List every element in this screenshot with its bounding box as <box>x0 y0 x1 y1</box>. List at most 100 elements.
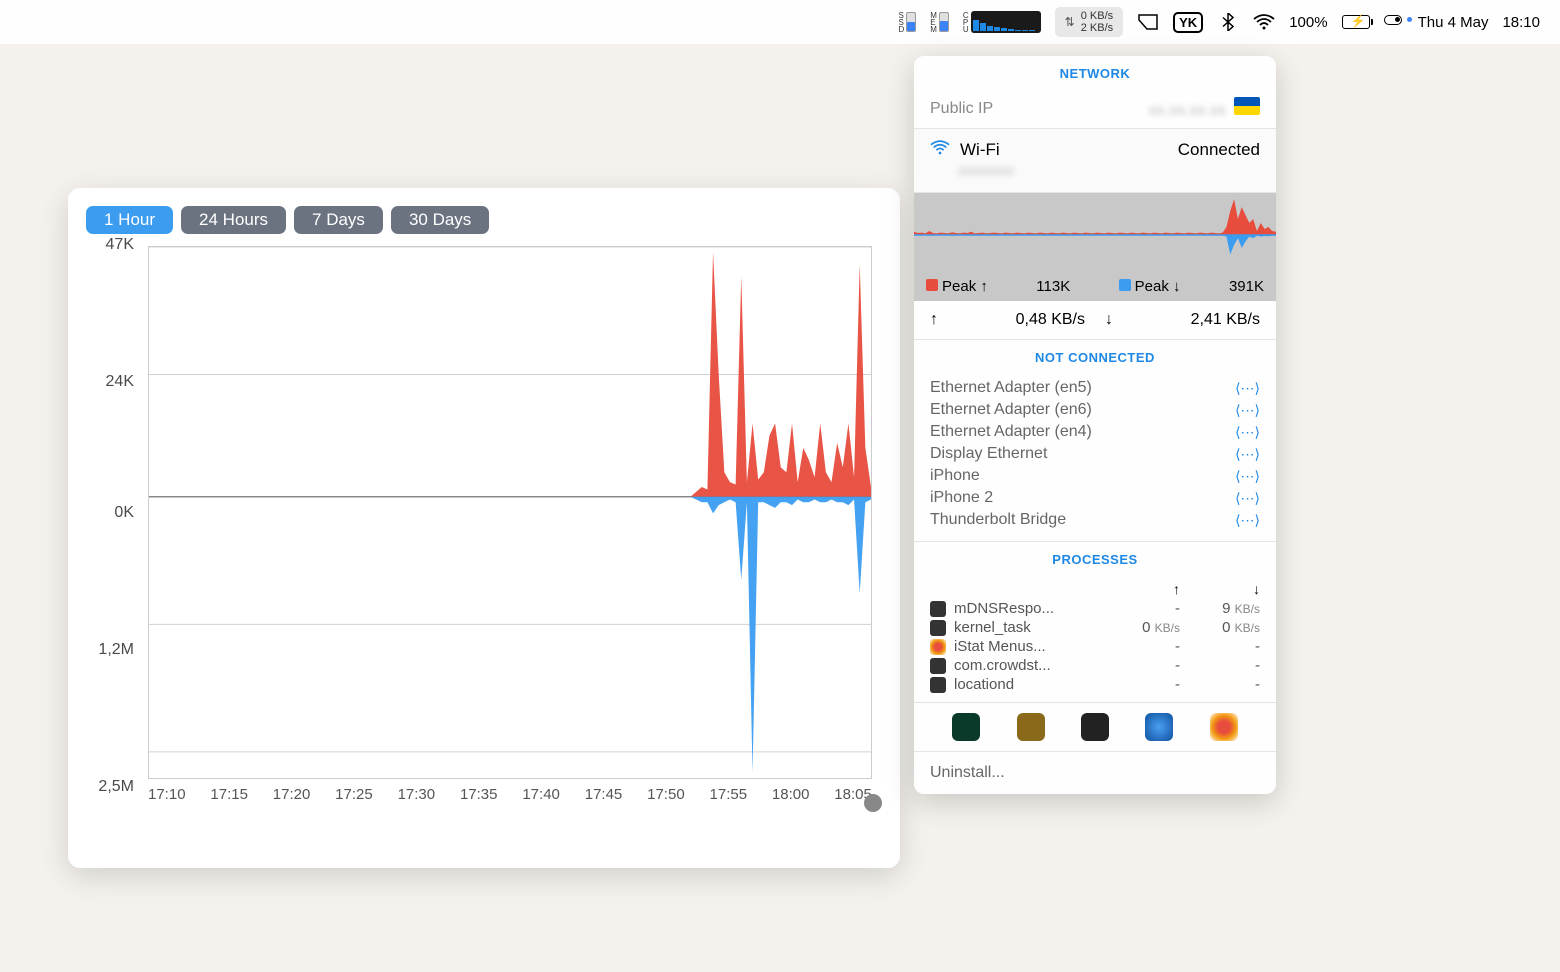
app-shortcut-icon[interactable] <box>952 713 980 741</box>
adapter-row[interactable]: Ethernet Adapter (en6)⟨⋯⟩ <box>930 399 1260 421</box>
y-tick-label: 1,2M <box>98 641 134 659</box>
x-tick-label: 17:15 <box>210 786 248 816</box>
up-col-icon: ↑ <box>1100 581 1180 597</box>
app-shortcut-icon[interactable] <box>1210 713 1238 741</box>
public-ip-row: Public IP xx.xx.xx.xx <box>914 89 1276 128</box>
x-tick-label: 17:55 <box>710 786 748 816</box>
app-shortcut-icon[interactable] <box>1017 713 1045 741</box>
public-ip-label: Public IP <box>930 100 993 118</box>
menubar-date[interactable]: Thu 4 May <box>1418 14 1489 31</box>
y-tick-label: 2,5M <box>98 778 134 796</box>
time-tab-7-days[interactable]: 7 Days <box>294 206 383 234</box>
wifi-name: Wi-Fi <box>960 140 1000 160</box>
network-panel: NETWORK Public IP xx.xx.xx.xx Wi-Fi Conn… <box>914 56 1276 794</box>
process-list: mDNSRespo... - 9 KB/s kernel_task 0 KB/s… <box>914 599 1276 702</box>
adapter-link-icon: ⟨⋯⟩ <box>1235 468 1260 485</box>
ssd-stat[interactable]: SSD <box>898 12 916 33</box>
x-tick-label: 17:45 <box>585 786 623 816</box>
net-up-speed: 0 KB/s <box>1081 10 1113 22</box>
x-tick-label: 17:20 <box>273 786 311 816</box>
y-tick-label: 0K <box>114 504 134 522</box>
yk-indicator[interactable]: YK <box>1173 12 1203 33</box>
adapter-row[interactable]: Thunderbolt Bridge⟨⋯⟩ <box>930 509 1260 531</box>
time-tab-30-days[interactable]: 30 Days <box>391 206 489 234</box>
x-tick-label: 17:50 <box>647 786 685 816</box>
wifi-signal-icon <box>930 139 950 160</box>
process-row[interactable]: iStat Menus... - - <box>930 637 1260 656</box>
adapter-row[interactable]: Ethernet Adapter (en4)⟨⋯⟩ <box>930 421 1260 443</box>
process-icon <box>930 620 946 636</box>
peak-down: Peak ↓ <box>1119 278 1181 295</box>
mem-stat[interactable]: MEM <box>930 12 949 33</box>
chart-area: 47K24K0K1,2M2,5M 17:1017:1517:2017:2517:… <box>86 246 882 816</box>
wifi-status: Connected <box>1178 140 1260 160</box>
flag-icon <box>1234 97 1260 115</box>
process-row[interactable]: kernel_task 0 KB/s 0 KB/s <box>930 618 1260 637</box>
process-row[interactable]: mDNSRespo... - 9 KB/s <box>930 599 1260 618</box>
net-arrows-icon: ⇅ <box>1065 15 1075 29</box>
process-icon <box>930 658 946 674</box>
clock-icon <box>864 794 882 812</box>
x-tick-label: 17:10 <box>148 786 186 816</box>
down-col-icon: ↓ <box>1180 581 1260 597</box>
peak-up-value: 113K <box>1036 278 1070 295</box>
network-header: NETWORK <box>914 56 1276 89</box>
adapter-link-icon: ⟨⋯⟩ <box>1235 490 1260 507</box>
net-down-speed: 2 KB/s <box>1081 22 1113 34</box>
time-range-tabs: 1 Hour 24 Hours 7 Days 30 Days <box>86 206 882 234</box>
app-shortcut-icon[interactable] <box>1081 713 1109 741</box>
time-tab-24-hours[interactable]: 24 Hours <box>181 206 286 234</box>
current-speed-row: ↑ 0,48 KB/s ↓ 2,41 KB/s <box>914 301 1276 340</box>
not-connected-header: NOT CONNECTED <box>914 340 1276 373</box>
chart-panel: 1 Hour 24 Hours 7 Days 30 Days 47K 24K 0K 1,2M… <box>68 188 900 868</box>
wifi-ssid: xxxxxxxx <box>958 162 1260 178</box>
adapter-list: Ethernet Adapter (en5)⟨⋯⟩Ethernet Adapte… <box>914 373 1276 541</box>
cast-icon[interactable] <box>1137 11 1159 33</box>
process-icon <box>930 639 946 655</box>
control-center-icon[interactable] <box>1384 15 1404 29</box>
process-row[interactable]: com.crowdst... - - <box>930 656 1260 675</box>
y-tick-label: 24K <box>106 373 134 391</box>
menubar-time[interactable]: 18:10 <box>1502 14 1540 31</box>
wifi-icon[interactable] <box>1253 11 1275 33</box>
up-arrow-icon: ↑ <box>930 311 938 329</box>
mini-chart: Peak ↑ 113K Peak ↓ 391K <box>914 193 1276 301</box>
time-tab-1-hour[interactable]: 1 Hour <box>86 206 173 234</box>
process-row[interactable]: locationd - - <box>930 675 1260 694</box>
main-chart <box>148 246 872 779</box>
cpu-stat[interactable]: CPU <box>963 11 1041 33</box>
battery-percent: 100% <box>1289 14 1327 31</box>
battery-icon[interactable]: ⚡ <box>1342 15 1370 29</box>
uninstall-button[interactable]: Uninstall... <box>914 751 1276 794</box>
adapter-link-icon: ⟨⋯⟩ <box>1235 380 1260 397</box>
y-tick-label: 47K <box>106 236 134 254</box>
process-columns: ↑ ↓ <box>914 575 1276 599</box>
x-tick-label: 17:40 <box>522 786 560 816</box>
bluetooth-icon[interactable] <box>1217 11 1239 33</box>
adapter-link-icon: ⟨⋯⟩ <box>1235 446 1260 463</box>
adapter-row[interactable]: iPhone 2⟨⋯⟩ <box>930 487 1260 509</box>
network-widget[interactable]: ⇅ 0 KB/s 2 KB/s <box>1055 7 1123 37</box>
process-icon <box>930 677 946 693</box>
adapter-link-icon: ⟨⋯⟩ <box>1235 402 1260 419</box>
peak-up: Peak ↑ <box>926 278 988 295</box>
x-tick-label: 17:30 <box>398 786 436 816</box>
x-tick-label: 18:00 <box>772 786 810 816</box>
current-up: 0,48 KB/s <box>1016 311 1085 329</box>
adapter-row[interactable]: Display Ethernet⟨⋯⟩ <box>930 443 1260 465</box>
adapter-row[interactable]: iPhone⟨⋯⟩ <box>930 465 1260 487</box>
down-arrow-icon: ↓ <box>1105 311 1113 329</box>
app-shortcut-icon[interactable] <box>1145 713 1173 741</box>
adapter-link-icon: ⟨⋯⟩ <box>1235 424 1260 441</box>
wifi-row[interactable]: Wi-Fi Connected xxxxxxxx <box>914 128 1276 193</box>
menubar: SSD MEM CPU ⇅ 0 KB/s 2 KB/s YK 100% ⚡ Th… <box>0 0 1560 44</box>
processes-header: PROCESSES <box>914 541 1276 575</box>
app-shortcuts <box>914 702 1276 751</box>
x-tick-label: 17:25 <box>335 786 373 816</box>
public-ip-value: xx.xx.xx.xx <box>1149 102 1226 119</box>
peak-down-value: 391K <box>1229 278 1264 295</box>
current-down: 2,41 KB/s <box>1191 311 1260 329</box>
process-icon <box>930 601 946 617</box>
adapter-link-icon: ⟨⋯⟩ <box>1235 512 1260 529</box>
adapter-row[interactable]: Ethernet Adapter (en5)⟨⋯⟩ <box>930 377 1260 399</box>
